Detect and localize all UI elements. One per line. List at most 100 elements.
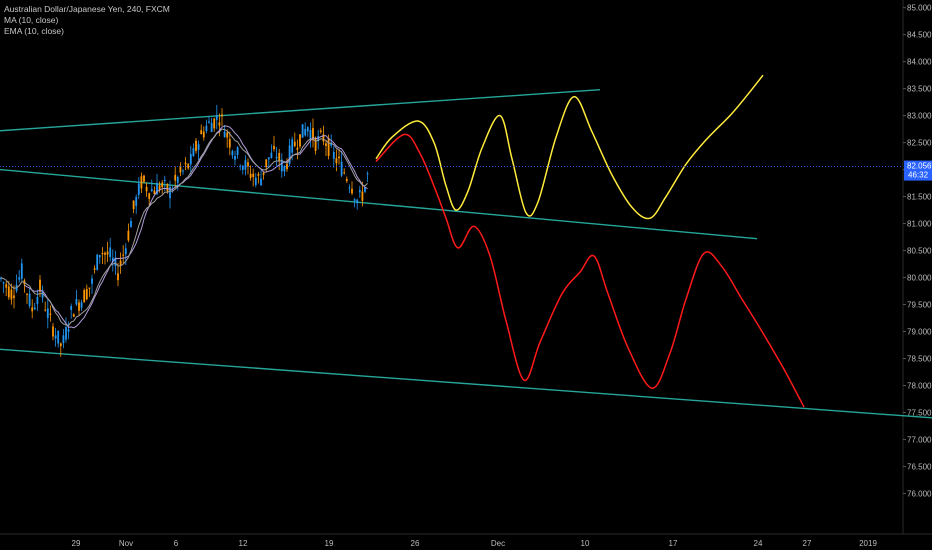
- candle-body: [31, 307, 34, 312]
- candle-body: [254, 177, 257, 185]
- candle-body: [366, 173, 369, 175]
- candle-body: [67, 329, 70, 332]
- candle-body: [319, 130, 322, 132]
- y-tick-label: 83.000: [907, 112, 932, 121]
- candle-body: [187, 164, 190, 169]
- candle-body: [197, 144, 200, 150]
- candle-body: [52, 326, 54, 337]
- candle-body: [262, 172, 265, 175]
- candle-body: [192, 148, 195, 156]
- y-tick-label: 80.000: [907, 274, 932, 283]
- legend-ema[interactable]: EMA (10, close): [4, 26, 64, 36]
- candle-body: [338, 156, 340, 159]
- chart-legend: Australian Dollar/Japanese Yen, 240, FXC…: [4, 4, 170, 37]
- candle-body: [26, 293, 28, 295]
- candle-body: [205, 125, 208, 132]
- candle-body: [122, 254, 125, 256]
- candle-body: [140, 176, 143, 189]
- candle-body: [101, 252, 104, 255]
- candle-body: [317, 136, 320, 142]
- candle-body: [252, 173, 255, 178]
- candle-body: [39, 279, 41, 292]
- candle-body: [0, 277, 2, 280]
- current-price-label: 82.056: [907, 162, 932, 171]
- y-tick-label: 76.000: [907, 489, 932, 498]
- candle-body: [280, 159, 283, 172]
- candle-body: [351, 188, 353, 194]
- x-tick-label: Nov: [119, 539, 133, 548]
- candle-body: [275, 156, 278, 159]
- candle-body: [49, 313, 52, 315]
- candle-body: [130, 221, 132, 228]
- candle-body: [291, 139, 294, 153]
- candle-body: [218, 122, 221, 126]
- candle-body: [306, 127, 309, 132]
- candle-body: [332, 151, 335, 159]
- candle-body: [72, 314, 75, 317]
- candle-body: [85, 289, 88, 300]
- current-price-tag: [904, 160, 932, 181]
- candle-body: [127, 230, 130, 241]
- candle-body: [265, 159, 268, 168]
- candle-body: [234, 155, 236, 160]
- y-tick-label: 85.000: [907, 4, 932, 13]
- candle-body: [124, 248, 127, 255]
- channel-line: [0, 348, 932, 419]
- candle-body: [304, 128, 307, 136]
- candle-body: [231, 150, 234, 156]
- legend-title[interactable]: Australian Dollar/Japanese Yen, 240, FXC…: [4, 4, 170, 14]
- candle-body: [44, 309, 47, 311]
- x-tick-label: 17: [669, 539, 678, 548]
- candle-body: [356, 199, 359, 204]
- y-tick-label: 84.000: [907, 58, 932, 67]
- candle-body: [104, 252, 106, 255]
- candle-body: [163, 179, 166, 182]
- candle-body: [150, 189, 153, 192]
- forecast-yellow-path: [375, 74, 764, 220]
- forecast-red-path: [375, 133, 805, 408]
- candle-body: [132, 200, 135, 209]
- candle-body: [119, 260, 122, 266]
- y-tick-label: 78.000: [907, 381, 932, 390]
- candle-body: [10, 289, 13, 300]
- candle-body: [358, 190, 361, 193]
- candle-body: [65, 327, 67, 340]
- candle-body: [184, 162, 187, 165]
- candle-body: [327, 138, 330, 156]
- candle-body: [322, 134, 325, 142]
- candle-body: [247, 162, 249, 167]
- candle-body: [70, 305, 73, 310]
- legend-ma[interactable]: MA (10, close): [4, 15, 59, 25]
- y-tick-label: 78.500: [907, 354, 932, 363]
- candle-body: [325, 143, 327, 146]
- candle-body: [314, 137, 317, 151]
- candle-body: [57, 330, 60, 344]
- candle-body: [62, 335, 65, 344]
- candle-body: [179, 165, 182, 173]
- candle-body: [18, 277, 21, 280]
- candle-body: [33, 307, 36, 310]
- candle-body: [293, 141, 296, 147]
- candle-body: [88, 287, 91, 289]
- candle-body: [257, 174, 260, 176]
- candle-body: [278, 152, 281, 162]
- candle-body: [312, 128, 314, 141]
- candle-body: [361, 191, 364, 201]
- candle-body: [80, 302, 83, 308]
- y-tick-label: 79.500: [907, 301, 932, 310]
- candle-body: [221, 114, 223, 117]
- candle-body: [249, 173, 252, 178]
- candle-body: [208, 121, 210, 123]
- x-tick-label: 26: [411, 539, 420, 548]
- x-tick-label: Dec: [491, 539, 505, 548]
- candle-body: [200, 130, 203, 134]
- y-tick-label: 76.500: [907, 462, 932, 471]
- candle-body: [223, 131, 226, 138]
- candle-body: [36, 297, 39, 304]
- candle-body: [288, 145, 291, 164]
- candle-body: [75, 298, 78, 305]
- candle-body: [20, 263, 23, 279]
- candle-body: [301, 124, 304, 138]
- candle-body: [54, 335, 57, 339]
